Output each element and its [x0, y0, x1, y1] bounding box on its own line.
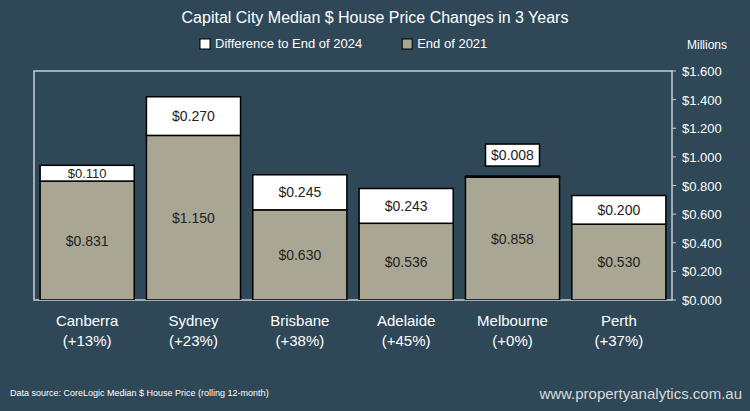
axis-label: Millions: [687, 38, 727, 52]
background: [0, 0, 750, 411]
x-tick-line: Brisbane: [270, 312, 329, 329]
chart: Capital City Median $ House Price Change…: [0, 0, 750, 411]
data-label: $0.831: [66, 233, 109, 249]
x-tick-line: (+37%): [594, 332, 643, 349]
bar-segment: [40, 165, 134, 181]
bar-segment: [146, 97, 240, 136]
website: www.propertyanalytics.com.au: [538, 385, 742, 402]
bar-segment: [465, 177, 559, 300]
x-tick-label: Canberra (+13%): [56, 312, 119, 349]
plot-frame: [34, 71, 672, 300]
x-tick-line: (+23%): [169, 332, 218, 349]
data-label: $0.530: [597, 254, 640, 270]
y-tick: [672, 271, 676, 272]
y-tick-label: $0.000: [682, 293, 722, 308]
bar-segment: [572, 224, 666, 300]
x-tick-line: (+45%): [382, 332, 431, 349]
x-tick-line: Canberra: [56, 312, 119, 329]
x-tick-label: Melbourne (+0%): [477, 312, 548, 349]
bar-segment: [253, 210, 347, 300]
legend-label: End of 2021: [417, 36, 487, 51]
data-label: $0.200: [597, 202, 640, 218]
x-tick-label: Adelaide (+45%): [377, 312, 435, 349]
y-tick: [672, 99, 676, 100]
y-tick: [672, 71, 676, 72]
legend-label: Difference to End of 2024: [215, 36, 362, 51]
data-label: $0.630: [278, 247, 321, 263]
x-tick-line: (+0%): [492, 332, 532, 349]
data-label-box: [486, 144, 540, 166]
bar-segment: [253, 175, 347, 210]
y-axis: $0.000 $0.200 $0.400 $0.600 $0.800 $1.000 $1.2…: [672, 64, 722, 308]
source-note: Data source: CoreLogic Median $ House Pr…: [10, 388, 269, 398]
y-tick-label: $1.400: [682, 93, 722, 108]
x-tick-label: Perth (+37%): [594, 312, 643, 349]
y-tick-label: $0.400: [682, 236, 722, 251]
data-label: $0.270: [172, 108, 215, 124]
x-tick-line: Melbourne: [477, 312, 548, 329]
data-labels: $0.831 $0.110 $1.150 $0.270 $0.630 $0.245 $0.5…: [66, 108, 641, 270]
x-tick-label: Sydney (+23%): [168, 312, 219, 349]
x-tick-line: Adelaide: [377, 312, 435, 329]
y-tick: [672, 214, 676, 215]
bars: [40, 97, 666, 300]
y-tick: [672, 242, 676, 243]
x-tick-line: (+13%): [63, 332, 112, 349]
y-tick-label: $1.000: [682, 150, 722, 165]
legend-swatch: [200, 39, 210, 49]
y-tick-label: $0.200: [682, 264, 722, 279]
x-tick-line: (+38%): [275, 332, 324, 349]
bar-segment: [40, 181, 134, 300]
x-tick-label: Brisbane (+38%): [270, 312, 329, 349]
x-axis: Canberra (+13%) Sydney (+23%) Brisbane (+38%)…: [56, 312, 643, 349]
data-label: $1.150: [172, 210, 215, 226]
data-label: $0.245: [278, 184, 321, 200]
bar-segment: [465, 176, 559, 177]
data-label: $0.008: [491, 147, 534, 163]
legend: Difference to End of 2024 End of 2021: [200, 36, 487, 51]
y-tick: [672, 156, 676, 157]
y-tick-label: $0.600: [682, 207, 722, 222]
bar-segment: [359, 223, 453, 300]
y-tick-label: $1.200: [682, 121, 722, 136]
data-label: $0.858: [491, 231, 534, 247]
y-tick-label: $0.800: [682, 179, 722, 194]
x-tick-line: Perth: [601, 312, 637, 329]
y-tick: [672, 128, 676, 129]
data-label: $0.536: [385, 254, 428, 270]
title: Capital City Median $ House Price Change…: [182, 9, 569, 26]
y-tick: [672, 300, 676, 301]
bar-segment: [146, 135, 240, 300]
y-tick: [672, 185, 676, 186]
x-tick-line: Sydney: [168, 312, 219, 329]
y-tick-label: $1.600: [682, 64, 722, 79]
bar-segment: [572, 196, 666, 225]
data-label: $0.110: [68, 166, 107, 181]
bar-segment: [359, 189, 453, 224]
legend-swatch: [402, 39, 412, 49]
data-label: $0.243: [385, 198, 428, 214]
